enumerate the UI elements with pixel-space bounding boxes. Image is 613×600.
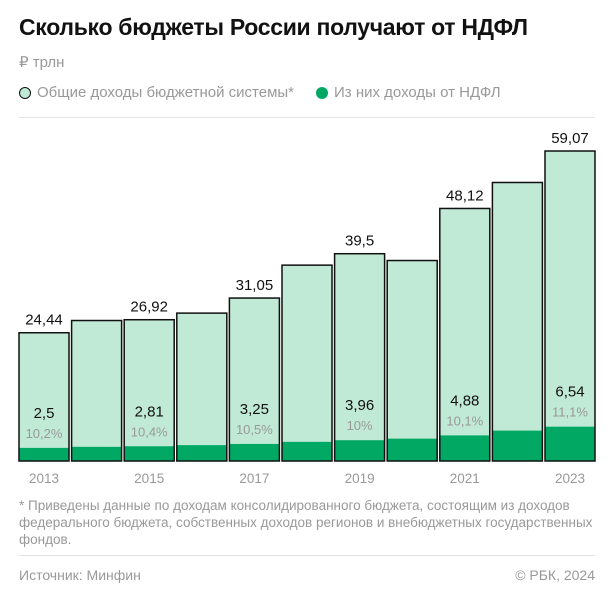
legend-ndfl-label: Из них доходы от НДФЛ xyxy=(334,84,501,101)
legend: Общие доходы бюджетной системы* Из них д… xyxy=(19,84,501,101)
bar-outline-2017 xyxy=(228,297,281,462)
bar-ndfl-2022 xyxy=(492,430,543,461)
chart-title: Сколько бюджеты России получают от НДФЛ xyxy=(19,14,528,40)
x-tick-label: 2023 xyxy=(555,471,585,486)
bar-chart: 24,44 2,5 10,2% 2013 26,92 2,81 10,4% 2015 31,05… xyxy=(18,130,596,486)
bar-total-2021 xyxy=(439,208,490,461)
bar-total-2017 xyxy=(229,298,280,461)
share-label: 10% xyxy=(347,418,373,433)
share-label: 10,5% xyxy=(236,422,273,437)
bar-outline-2015 xyxy=(123,318,175,462)
bar-total-2018 xyxy=(282,265,332,461)
bar-ndfl-2017 xyxy=(229,443,280,461)
bar-total-2014 xyxy=(71,320,122,461)
bar-total-2023 xyxy=(545,151,595,461)
bar-ndfl-2013 xyxy=(19,447,69,461)
footnote: * Приведены данные по доходам консолидир… xyxy=(19,498,593,547)
bar-total-2015 xyxy=(124,319,175,461)
bar-outline-2023 xyxy=(544,150,596,462)
legend-total-label: Общие доходы бюджетной системы* xyxy=(37,84,294,101)
total-label: 24,44 xyxy=(25,312,63,329)
bar-outline-2021 xyxy=(439,207,491,462)
x-tick-label: 2015 xyxy=(134,471,164,486)
ndfl-label: 2,5 xyxy=(34,405,55,422)
bar-ndfl-2019 xyxy=(334,440,385,461)
bar-ndfl-2020 xyxy=(387,438,438,461)
bar-ndfl-2014 xyxy=(71,446,122,461)
ndfl-label: 4,88 xyxy=(450,392,479,409)
divider-top xyxy=(19,117,595,118)
bar-outline-2013 xyxy=(18,331,70,462)
ndfl-label: 6,54 xyxy=(555,384,584,401)
share-label: 10,2% xyxy=(26,426,63,441)
divider-bottom xyxy=(19,555,595,556)
x-tick-label: 2021 xyxy=(450,471,480,486)
bar-total-2020 xyxy=(387,260,438,461)
unit-label: ₽ трлн xyxy=(19,54,65,71)
ndfl-label: 2,81 xyxy=(135,403,164,420)
bar-outline-2020 xyxy=(386,259,438,462)
share-label: 10,1% xyxy=(446,413,483,428)
share-label: 10,4% xyxy=(131,424,168,439)
total-label: 48,12 xyxy=(446,187,484,204)
total-label: 31,05 xyxy=(236,277,274,294)
bar-total-2016 xyxy=(176,313,227,461)
ndfl-label: 3,25 xyxy=(240,401,269,418)
x-tick-label: 2019 xyxy=(345,471,375,486)
total-label: 59,07 xyxy=(551,130,589,147)
bar-outline-2016 xyxy=(176,312,228,462)
total-label: 26,92 xyxy=(130,299,168,316)
bar-ndfl-2018 xyxy=(282,441,332,461)
bar-ndfl-2016 xyxy=(176,445,227,461)
source: Источник: Минфин xyxy=(19,567,141,583)
bar-total-2013 xyxy=(19,332,69,461)
bar-ndfl-2023 xyxy=(545,426,595,461)
bar-outline-2014 xyxy=(70,319,123,462)
bar-outline-2022 xyxy=(491,181,544,462)
bar-outline-2018 xyxy=(281,264,333,462)
legend-total-swatch xyxy=(19,86,31,99)
copyright: © РБК, 2024 xyxy=(515,567,595,583)
ndfl-label: 3,96 xyxy=(345,397,374,414)
share-label: 11,1% xyxy=(552,405,588,420)
bar-ndfl-2021 xyxy=(439,435,490,461)
bar-total-2022 xyxy=(492,182,543,461)
bar-outline-2019 xyxy=(333,252,386,462)
bar-ndfl-2015 xyxy=(124,446,175,461)
bar-total-2019 xyxy=(334,253,385,461)
total-label: 39,5 xyxy=(345,233,374,250)
x-tick-label: 2013 xyxy=(29,471,59,486)
legend-ndfl-swatch xyxy=(316,86,328,99)
x-tick-label: 2017 xyxy=(239,471,269,486)
